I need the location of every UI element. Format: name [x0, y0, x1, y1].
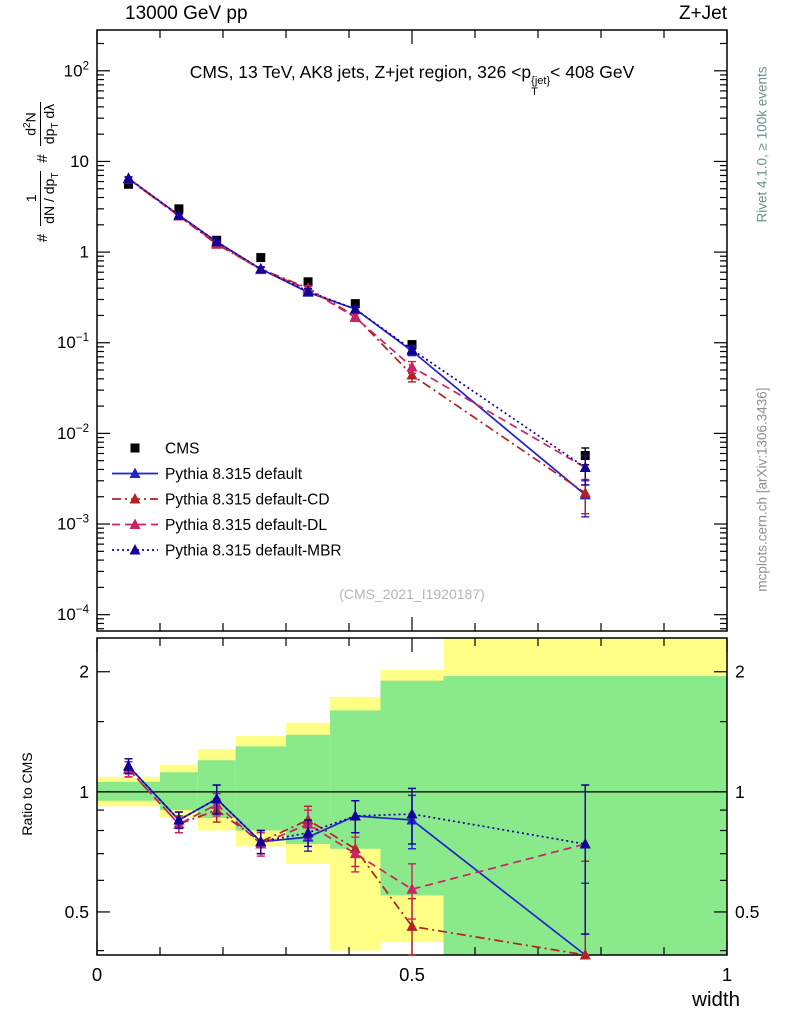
process-label: Z+Jet [678, 3, 727, 24]
data-point-marker [124, 179, 133, 189]
svg-text:10−1: 10−1 [57, 332, 89, 352]
legend-label: Pythia 8.315 default-DL [165, 517, 327, 534]
svg-text:10−3: 10−3 [57, 514, 89, 534]
legend-label: CMS [165, 441, 199, 458]
data-point-marker [579, 838, 591, 849]
pt-jet-subsup: {jet} T [531, 74, 551, 99]
data-point-marker [302, 285, 314, 296]
data-point-marker [579, 486, 591, 498]
green-uncertainty-band [97, 781, 160, 801]
rivet-version-label: Rivet 4.1.0, ≥ 100k events [754, 66, 770, 223]
data-point-marker [123, 760, 134, 771]
data-point-marker [173, 209, 185, 220]
svg-text:0.5: 0.5 [65, 902, 89, 922]
data-point-marker [211, 792, 223, 804]
svg-text:1: 1 [79, 782, 89, 802]
green-uncertainty-band [160, 772, 198, 811]
data-point-marker [211, 235, 223, 247]
svg-text:102: 102 [64, 60, 89, 80]
data-point-marker [255, 263, 267, 274]
data-point-marker [123, 172, 134, 183]
green-uncertainty-band [235, 746, 286, 831]
svg-text:2: 2 [79, 662, 89, 682]
main-series-cms [124, 179, 590, 466]
main-series-pythia-default-dl [123, 173, 591, 486]
plot-title-text: CMS, 13 TeV, AK8 jets, Z+jet region, 326… [189, 62, 532, 82]
svg-text:10: 10 [70, 152, 89, 171]
data-point-marker [349, 311, 361, 322]
svg-text:2: 2 [735, 662, 745, 682]
plot-title: CMS, 13 TeV, AK8 jets, Z+jet region, 326… [189, 62, 635, 99]
data-point-marker [130, 443, 140, 453]
legend-item-pythia-default-cd: Pythia 8.315 default-CD [112, 492, 330, 509]
svg-text:0.5: 0.5 [399, 964, 425, 985]
mcplots-credit-label: mcplots.cern.ch [arXiv:1306.3436] [754, 387, 770, 592]
data-point-marker [303, 277, 313, 287]
main-y-axis-label: # 1 dN / dpT # d2N dpT dλ [14, 22, 70, 322]
data-point-marker [174, 204, 184, 214]
axis-tick-labels: 102 10 1 10−1 10−2 10−3 10−4 0.5 0.5 1 1 2 2 0 0.5 1 [57, 60, 759, 985]
svg-text:10−2: 10−2 [57, 423, 89, 443]
data-point-marker [173, 814, 185, 825]
legend-label: Pythia 8.315 default-MBR [165, 543, 342, 560]
svg-text:1: 1 [735, 782, 745, 802]
data-point-marker [302, 826, 314, 838]
data-point-marker [406, 360, 418, 372]
fraction-d2n: d2N dpT dλ [22, 101, 62, 147]
axis-ticks [96, 30, 728, 955]
legend-item-pythia-default-dl: Pythia 8.315 default-DL [112, 517, 327, 534]
legend-item-cms: CMS [130, 441, 199, 458]
data-point-marker [255, 835, 267, 847]
data-point-marker [406, 807, 418, 819]
svg-text:0: 0 [92, 964, 102, 985]
data-point-marker [406, 343, 418, 355]
data-point-marker [579, 949, 591, 960]
data-point-marker [349, 847, 361, 859]
ratio-series-pythia-default-mbr [123, 758, 591, 935]
legend-item-pythia-default: Pythia 8.315 default [112, 466, 303, 483]
legend: CMS Pythia 8.315 default Pythia 8.315 defa… [112, 441, 342, 560]
hash-symbol: # [33, 233, 51, 243]
data-point-marker [129, 467, 141, 478]
main-series-pythia-default-mbr [123, 172, 591, 486]
data-point-marker [129, 518, 141, 529]
legend-label: Pythia 8.315 default [165, 466, 303, 483]
data-point-marker [349, 809, 361, 821]
fraction-one-over-dndpt: 1 dN / dpT [22, 170, 62, 226]
analysis-id-watermark: (CMS_2021_I1920187) [339, 586, 485, 602]
data-point-marker [256, 253, 266, 263]
data-point-marker [129, 544, 141, 555]
hash-symbol: # [33, 154, 51, 163]
data-point-marker [579, 461, 591, 473]
main-series-pythia-default-cd [123, 173, 591, 515]
data-point-marker [349, 303, 361, 314]
data-point-marker [406, 920, 418, 931]
beam-energy-label: 13000 GeV pp [125, 3, 248, 24]
legend-label: Pythia 8.315 default-CD [165, 492, 330, 509]
legend-item-pythia-default-mbr: Pythia 8.315 default-MBR [112, 543, 342, 560]
svg-text:1: 1 [722, 964, 732, 985]
ratio-y-axis-label: Ratio to CMS [19, 752, 35, 836]
svg-text:10−4: 10−4 [57, 604, 90, 624]
data-point-marker [406, 369, 418, 380]
data-point-marker [406, 883, 418, 894]
x-axis-label: width [692, 988, 740, 1011]
data-point-marker [129, 493, 141, 504]
svg-text:0.5: 0.5 [735, 902, 759, 922]
svg-text:1: 1 [80, 243, 89, 262]
